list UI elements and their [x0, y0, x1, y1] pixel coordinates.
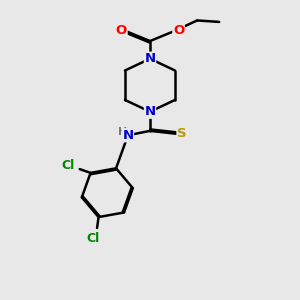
Text: Cl: Cl — [86, 232, 99, 245]
Text: N: N — [144, 105, 156, 118]
Text: N: N — [144, 52, 156, 65]
Text: Cl: Cl — [62, 159, 75, 172]
Text: H: H — [118, 127, 127, 137]
Text: S: S — [177, 127, 187, 140]
Text: O: O — [173, 24, 184, 37]
Text: N: N — [122, 129, 134, 142]
Text: O: O — [116, 24, 127, 37]
